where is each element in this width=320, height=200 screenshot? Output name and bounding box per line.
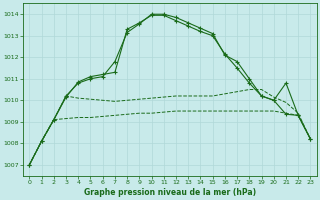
X-axis label: Graphe pression niveau de la mer (hPa): Graphe pression niveau de la mer (hPa) — [84, 188, 256, 197]
